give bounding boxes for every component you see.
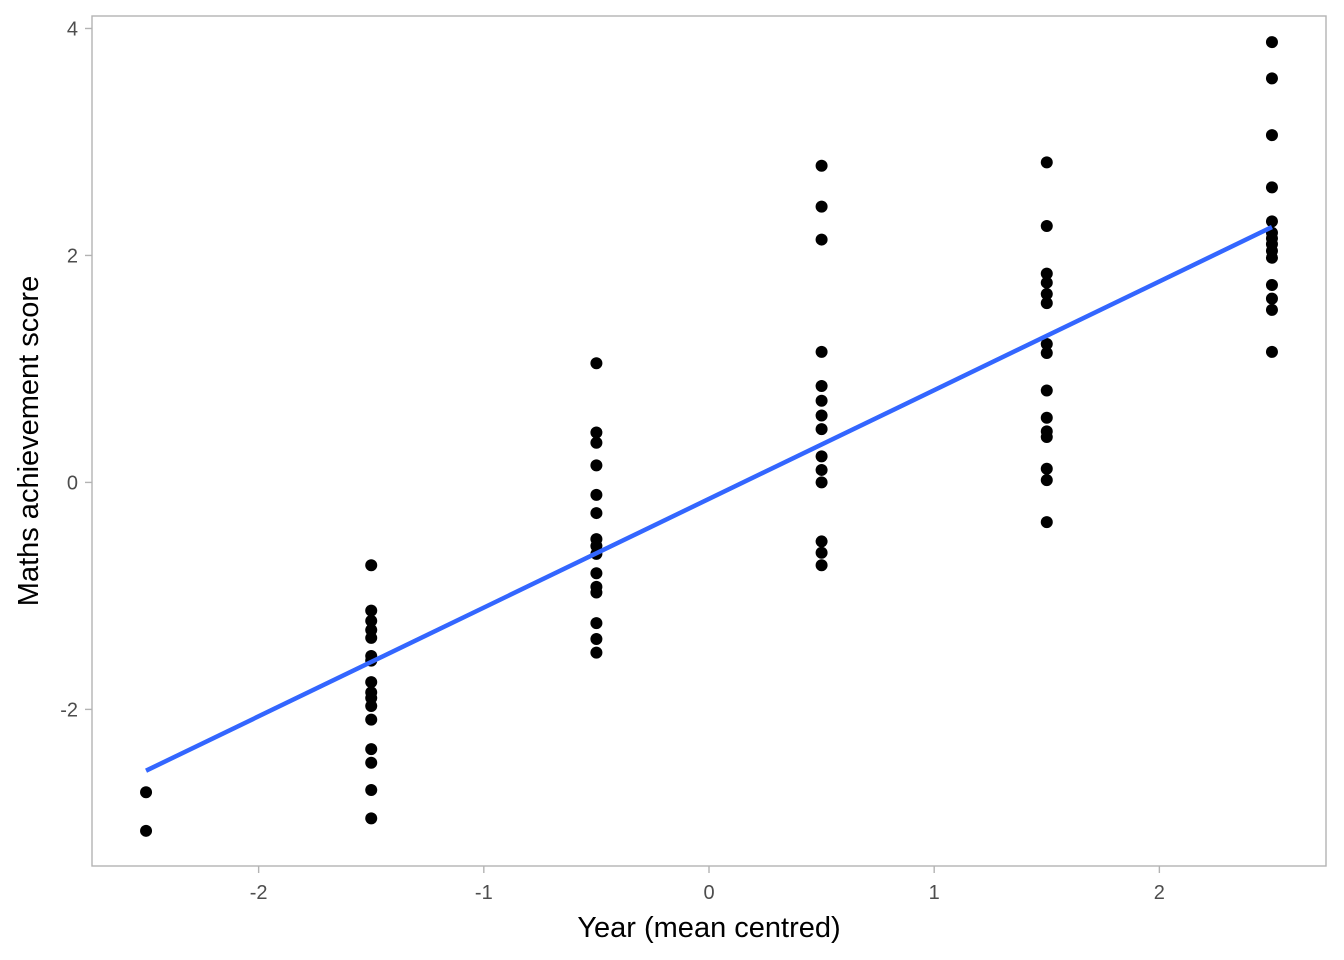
data-point [590,567,603,580]
data-point [1040,462,1053,475]
data-point [590,586,603,599]
x-tick-label: 2 [1154,882,1165,904]
data-point [1040,156,1053,169]
fit-line-layer [145,225,1273,773]
data-point [1265,181,1278,194]
data-point [365,743,378,756]
data-point [365,783,378,796]
data-point [815,423,828,436]
data-point [140,824,153,837]
data-point [1040,297,1053,310]
data-point [140,786,153,799]
data-point [1265,251,1278,264]
data-point [815,546,828,559]
data-point [1265,129,1278,142]
data-point [590,507,603,520]
data-point [365,812,378,825]
data-point [815,379,828,392]
data-point [365,676,378,689]
data-point [1265,215,1278,228]
data-point [1040,219,1053,232]
data-point [1040,276,1053,289]
data-point [1265,292,1278,305]
data-point [815,409,828,422]
data-point [815,345,828,358]
data-point [365,756,378,769]
data-point [815,559,828,572]
panel-frame [91,15,1327,867]
data-point [1265,345,1278,358]
data-point [815,535,828,548]
data-point [815,450,828,463]
data-point [1040,347,1053,360]
y-axis: -2 0 2 4 [60,18,92,721]
data-point [365,699,378,712]
data-point [365,713,378,726]
fit-line [145,225,1273,773]
data-point [815,233,828,246]
data-point [365,559,378,572]
x-tick-label: 1 [929,882,940,904]
y-tick-label: 4 [67,18,78,40]
data-point [1040,267,1053,280]
data-point [365,614,378,627]
data-point [590,426,603,439]
y-tick-label: 2 [67,245,78,267]
data-point [590,459,603,472]
data-point [1040,288,1053,301]
data-point [1040,337,1053,350]
y-tick-label: -2 [60,699,78,721]
data-point [1040,516,1053,529]
data-point [815,394,828,407]
x-tick-label: -1 [475,882,493,904]
data-point [365,631,378,644]
x-axis: -2 -1 0 1 2 [250,866,1165,904]
data-point [1265,36,1278,49]
x-tick-label: -2 [250,882,268,904]
data-point [1040,431,1053,444]
x-axis-title: Year (mean centred) [577,912,840,944]
data-point [590,436,603,449]
data-point [365,604,378,617]
data-point [815,159,828,172]
data-point [590,633,603,646]
data-point [590,617,603,630]
data-point [1040,384,1053,397]
data-point [815,200,828,213]
y-axis-title: Maths achievement score [13,276,45,606]
data-point [1265,303,1278,316]
data-point [1265,72,1278,85]
data-point [590,488,603,501]
data-point [815,476,828,489]
points-layer [140,36,1278,837]
y-tick-label: 0 [67,472,78,494]
data-point [815,463,828,476]
x-tick-label: 0 [703,882,714,904]
data-point [1040,411,1053,424]
data-point [590,646,603,659]
data-point [1265,278,1278,291]
data-point [590,357,603,370]
data-point [1040,474,1053,487]
